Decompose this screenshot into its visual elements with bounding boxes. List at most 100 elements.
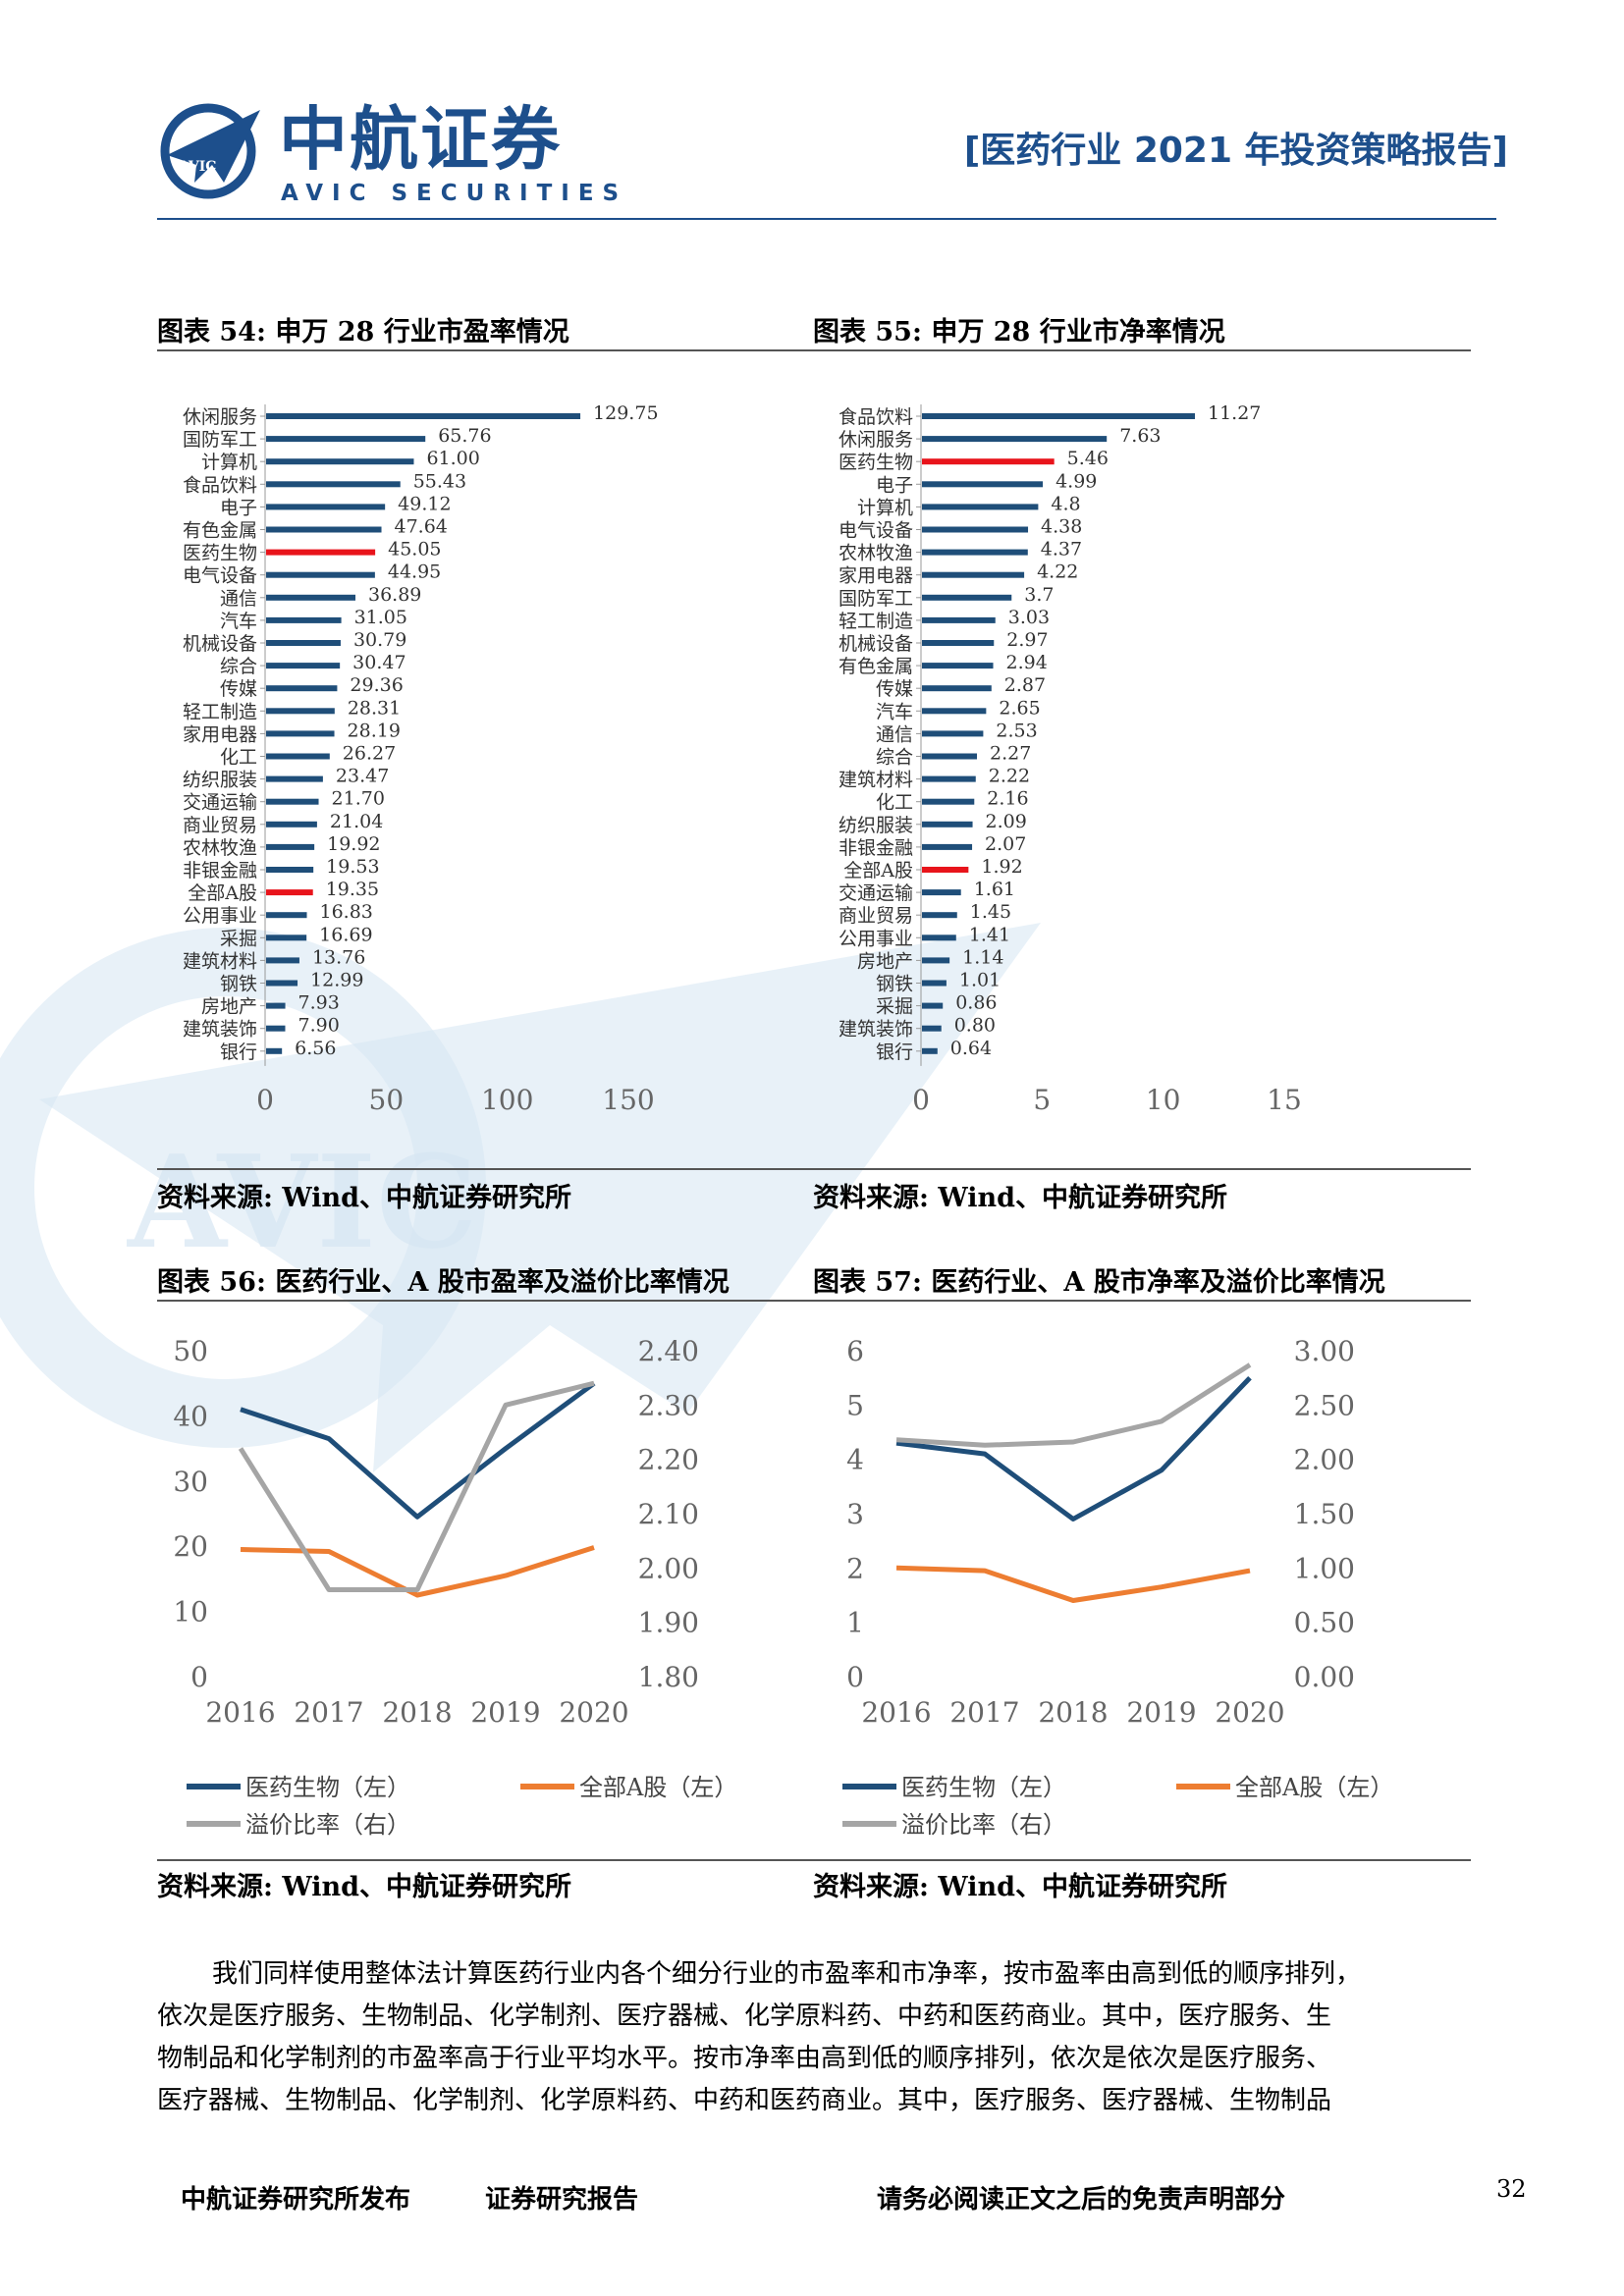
x-tick-label: 100 xyxy=(481,1084,533,1116)
bar xyxy=(266,595,355,601)
bar xyxy=(922,436,1107,442)
x-tick-label: 0 xyxy=(256,1084,274,1116)
bar xyxy=(922,550,1028,556)
caption-fig56: 图表 56: 医药行业、A 股市盈率及溢价比率情况 xyxy=(157,1260,730,1299)
category-label: 非银金融 xyxy=(839,837,913,859)
category-label: 综合 xyxy=(220,656,257,677)
bar xyxy=(922,527,1028,533)
value-label: 7.63 xyxy=(1119,425,1161,447)
category-label: 交通运输 xyxy=(839,882,913,904)
category-label: 综合 xyxy=(876,747,913,769)
category-label: 建筑材料 xyxy=(839,770,913,791)
y-left-tick-label: 6 xyxy=(846,1335,864,1367)
value-label: 44.95 xyxy=(388,561,441,583)
bar xyxy=(266,436,425,442)
series-line xyxy=(241,1383,594,1589)
category-label: 机械设备 xyxy=(839,633,913,655)
bar xyxy=(266,550,375,556)
value-label: 1.61 xyxy=(974,879,1015,900)
category-label: 农林牧渔 xyxy=(839,543,913,564)
source-fig54: 资料来源: Wind、中航证券研究所 xyxy=(157,1176,571,1214)
legend-label: 溢价比率（右） xyxy=(245,1811,410,1839)
bar xyxy=(922,799,974,805)
footer-report-type: 证券研究报告 xyxy=(485,2179,638,2216)
value-label: 0.80 xyxy=(954,1015,996,1037)
y-right-tick-label: 2.00 xyxy=(638,1552,699,1584)
category-label: 纺织服装 xyxy=(183,770,257,791)
value-label: 2.16 xyxy=(987,788,1028,810)
value-label: 0.64 xyxy=(950,1038,992,1059)
category-label: 传媒 xyxy=(220,678,257,700)
y-left-tick-label: 1 xyxy=(846,1607,864,1639)
value-label: 36.89 xyxy=(368,584,421,606)
legend-label: 医药生物（左） xyxy=(901,1774,1066,1801)
category-label: 银行 xyxy=(220,1041,257,1063)
bar xyxy=(266,527,382,533)
bar xyxy=(266,889,313,895)
bar xyxy=(922,481,1043,487)
value-label: 13.76 xyxy=(312,946,365,968)
value-label: 28.31 xyxy=(348,697,401,719)
legend-label: 全部A股（左） xyxy=(1235,1774,1393,1801)
bar xyxy=(266,572,375,578)
category-label: 建筑材料 xyxy=(183,950,257,972)
value-label: 2.87 xyxy=(1004,674,1046,696)
bar xyxy=(922,458,1055,464)
category-label: 钢铁 xyxy=(876,974,913,995)
x-tick-label: 0 xyxy=(912,1084,930,1116)
x-tick-label: 2020 xyxy=(559,1696,628,1729)
x-tick-label: 2018 xyxy=(1038,1696,1108,1729)
bar xyxy=(922,754,977,760)
value-label: 21.04 xyxy=(330,811,383,832)
x-tick-label: 2019 xyxy=(470,1696,540,1729)
report-title: [医药行业 2021 年投资策略报告] xyxy=(964,122,1508,173)
value-label: 19.53 xyxy=(326,856,379,878)
header-rule xyxy=(157,218,1496,220)
category-label: 汽车 xyxy=(220,611,257,632)
value-label: 1.01 xyxy=(959,970,1001,991)
body-paragraph: 我们同样使用整体法计算医药行业内各个细分行业的市盈率和市净率，按市盈率由高到低的… xyxy=(157,1953,1492,2122)
logo-badge-text: AVIC xyxy=(178,159,216,175)
value-label: 2.09 xyxy=(986,811,1027,832)
y-right-tick-label: 2.40 xyxy=(638,1335,699,1367)
value-label: 2.22 xyxy=(989,766,1030,787)
category-label: 采掘 xyxy=(876,996,913,1018)
bar xyxy=(266,1048,282,1054)
value-label: 11.27 xyxy=(1208,402,1261,424)
category-label: 银行 xyxy=(876,1041,913,1063)
source-fig57: 资料来源: Wind、中航证券研究所 xyxy=(813,1865,1227,1903)
paragraph-line: 依次是医疗服务、生物制品、化学制剂、医疗器械、化学原料药、中药和医药商业。其中，… xyxy=(157,1996,1492,2038)
bar xyxy=(266,822,317,828)
value-label: 45.05 xyxy=(388,539,441,561)
category-label: 休闲服务 xyxy=(839,429,913,451)
category-label: 公用事业 xyxy=(839,928,913,949)
category-label: 通信 xyxy=(220,588,257,610)
y-left-tick-label: 30 xyxy=(173,1466,208,1498)
value-label: 2.53 xyxy=(996,720,1037,741)
x-tick-label: 2017 xyxy=(949,1696,1019,1729)
bar xyxy=(922,912,957,918)
x-tick-label: 10 xyxy=(1146,1084,1181,1116)
y-right-tick-label: 2.10 xyxy=(638,1498,699,1530)
bar xyxy=(922,867,968,873)
category-label: 房地产 xyxy=(857,950,913,972)
value-label: 26.27 xyxy=(343,743,396,765)
caption-fig57: 图表 57: 医药行业、A 股市净率及溢价比率情况 xyxy=(813,1260,1385,1299)
value-label: 19.35 xyxy=(326,879,379,900)
value-label: 31.05 xyxy=(354,607,407,628)
category-label: 农林牧渔 xyxy=(183,837,257,859)
category-label: 有色金属 xyxy=(183,520,257,542)
category-label: 化工 xyxy=(220,747,257,769)
bar xyxy=(922,889,961,895)
value-label: 55.43 xyxy=(413,470,466,492)
bar xyxy=(266,413,580,419)
bar xyxy=(266,754,330,760)
bar xyxy=(922,708,986,714)
y-right-tick-label: 0.00 xyxy=(1294,1661,1355,1693)
y-right-tick-label: 2.20 xyxy=(638,1444,699,1476)
bar xyxy=(266,844,314,850)
category-label: 计算机 xyxy=(201,452,257,473)
y-left-tick-label: 50 xyxy=(173,1335,208,1367)
paragraph-line: 我们同样使用整体法计算医药行业内各个细分行业的市盈率和市净率，按市盈率由高到低的… xyxy=(157,1953,1492,1996)
value-label: 1.41 xyxy=(969,924,1010,945)
